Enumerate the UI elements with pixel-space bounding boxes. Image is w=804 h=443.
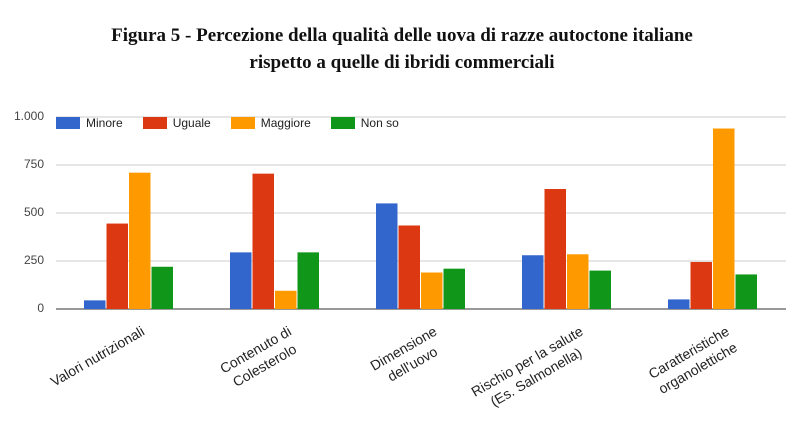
bar bbox=[151, 266, 173, 309]
legend-item: Uguale bbox=[142, 116, 211, 130]
legend-label: Non so bbox=[360, 116, 399, 130]
legend: Minore Uguale Maggiore Non so bbox=[56, 116, 399, 130]
bar bbox=[230, 252, 252, 309]
bar bbox=[275, 290, 297, 309]
legend-label: Uguale bbox=[172, 116, 211, 130]
chart-title: Figura 5 - Percezione della qualità dell… bbox=[111, 25, 693, 73]
y-tick-label: 250 bbox=[24, 253, 44, 267]
bar bbox=[421, 272, 443, 309]
legend-swatch bbox=[230, 117, 255, 129]
y-tick-label: 500 bbox=[24, 205, 44, 219]
legend-label: Minore bbox=[86, 116, 123, 130]
legend-swatch bbox=[330, 117, 355, 129]
y-tick-label: 750 bbox=[24, 157, 44, 171]
bar bbox=[567, 254, 589, 309]
bar bbox=[129, 172, 151, 309]
bar bbox=[690, 261, 712, 309]
bar bbox=[84, 300, 106, 309]
bar bbox=[252, 173, 274, 309]
legend-swatch bbox=[142, 117, 167, 129]
bar bbox=[398, 225, 420, 309]
bar bbox=[106, 223, 128, 309]
bar bbox=[589, 270, 611, 309]
bar bbox=[544, 189, 566, 309]
bar bbox=[713, 128, 735, 309]
legend-item: Non so bbox=[330, 116, 399, 130]
y-tick-label: 1.000 bbox=[14, 109, 44, 123]
bar bbox=[297, 252, 319, 309]
bar bbox=[668, 299, 690, 309]
bar bbox=[735, 274, 757, 309]
bar bbox=[522, 255, 544, 309]
legend-swatch bbox=[56, 117, 80, 129]
legend-item: Minore bbox=[56, 116, 123, 130]
bar bbox=[376, 203, 398, 309]
bar bbox=[443, 268, 465, 309]
y-tick-label: 0 bbox=[37, 301, 44, 315]
legend-item: Maggiore bbox=[230, 116, 311, 130]
legend-label: Maggiore bbox=[260, 116, 311, 130]
